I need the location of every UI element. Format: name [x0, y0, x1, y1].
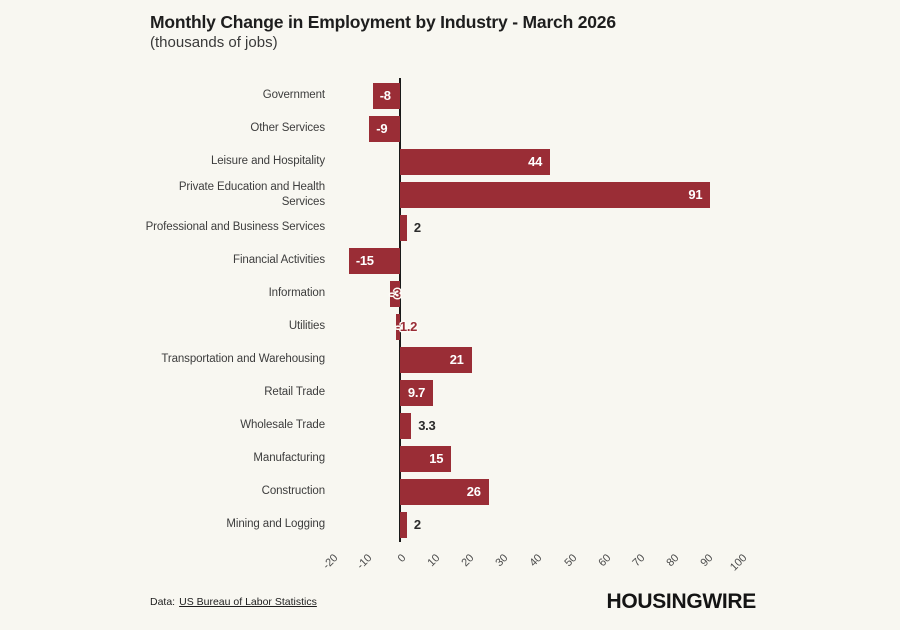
- bar-information: [389, 280, 400, 307]
- category-label-leisure-and-hospitality: Leisure and Hospitality: [210, 155, 325, 168]
- source-link[interactable]: US Bureau of Labor Statistics: [179, 596, 317, 608]
- category-label-financial-activities: Financial Activities: [233, 254, 325, 267]
- category-label-private-education-and-health: Private Education and Health Services: [178, 181, 325, 208]
- category-label-manufacturing: Manufacturing: [253, 452, 325, 465]
- bar-government: [372, 82, 400, 109]
- value-label-utilities: -1.2: [395, 319, 418, 334]
- bar-professional-and-business-services: [400, 214, 407, 241]
- value-label-other-services: -9: [376, 121, 388, 136]
- data-source: Data: US Bureau of Labor Statistics: [150, 596, 317, 608]
- value-label-mining-and-logging: 2: [413, 517, 421, 532]
- bar-manufacturing: [400, 445, 452, 472]
- value-label-information: -3: [389, 286, 401, 301]
- bar-leisure-and-hospitality: [400, 148, 551, 175]
- category-label-wholesale-trade: Wholesale Trade: [240, 419, 325, 432]
- bar-utilities: [395, 313, 400, 340]
- category-label-mining-and-logging: Mining and Logging: [226, 518, 325, 531]
- value-label-manufacturing: 15: [429, 451, 444, 466]
- category-label-construction: Construction: [261, 485, 325, 498]
- bar-wholesale-trade: [400, 412, 412, 439]
- bar-transportation-and-warehousing: [400, 346, 472, 373]
- chart-subtitle: (thousands of jobs): [150, 34, 278, 51]
- category-label-utilities: Utilities: [288, 320, 325, 333]
- value-label-retail-trade: 9.7: [407, 385, 426, 400]
- value-label-financial-activities: -15: [355, 253, 374, 268]
- value-label-transportation-and-warehousing: 21: [449, 352, 464, 367]
- bar-mining-and-logging: [400, 511, 407, 538]
- value-label-leisure-and-hospitality: 44: [528, 154, 543, 169]
- value-label-construction: 26: [466, 484, 481, 499]
- category-label-retail-trade: Retail Trade: [264, 386, 325, 399]
- housingwire-logo: HOUSINGWIRE: [606, 590, 756, 613]
- value-label-government: -8: [379, 88, 391, 103]
- category-label-professional-and-business-services: Professional and Business Services: [145, 221, 326, 234]
- zero-axis-line: [399, 78, 401, 542]
- bar-retail-trade: [400, 379, 434, 406]
- value-label-professional-and-business-services: 2: [413, 220, 421, 235]
- value-label-wholesale-trade: 3.3: [418, 418, 436, 433]
- bar-private-education-and-health: [400, 181, 711, 208]
- category-label-other-services: Other Services: [250, 122, 325, 135]
- bar-other-services: [369, 115, 400, 142]
- category-label-information: Information: [268, 287, 326, 300]
- category-label-transportation-and-warehousing: Transportation and Warehousing: [161, 353, 325, 366]
- bar-financial-activities: [348, 247, 400, 274]
- source-prefix-label: Data:: [150, 596, 176, 608]
- chart-title: Monthly Change in Employment by Industry…: [150, 12, 616, 32]
- value-label-private-education-and-health: 91: [688, 187, 703, 202]
- category-label-government: Government: [262, 89, 325, 102]
- bar-construction: [400, 478, 489, 505]
